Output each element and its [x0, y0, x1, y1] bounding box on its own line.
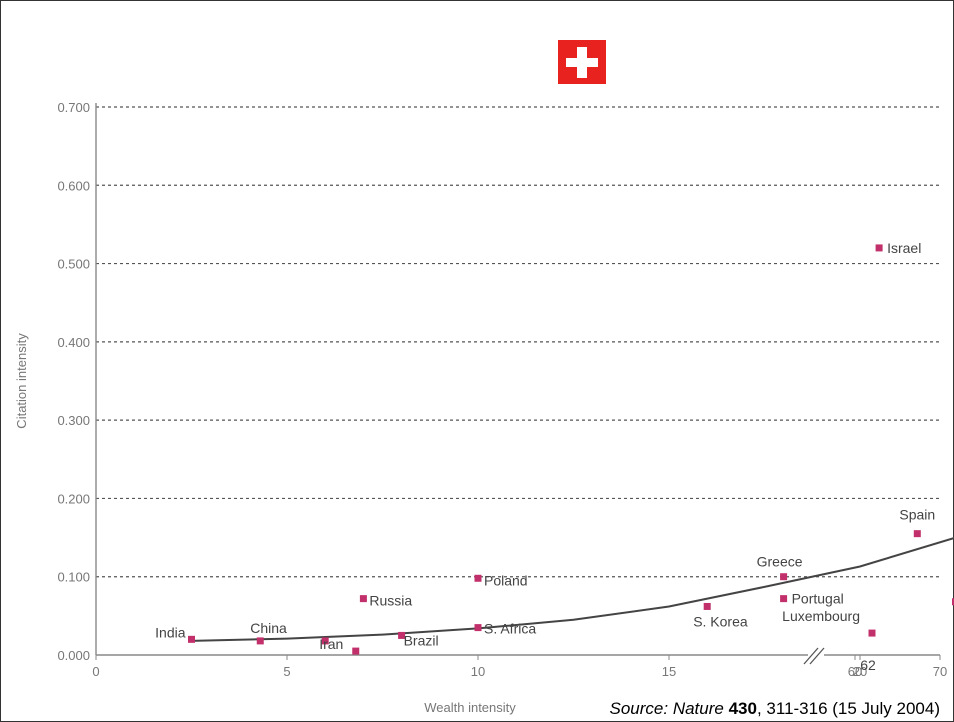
y-tick-label: 0.100 — [57, 570, 90, 585]
trend-line — [191, 537, 954, 642]
x-tick-label: 15 — [662, 664, 676, 679]
y-tick-label: 0.000 — [57, 648, 90, 663]
y-tick-label: 0.300 — [57, 413, 90, 428]
x-tick-label: 20 — [853, 664, 867, 679]
point-label: Brazil — [404, 632, 439, 648]
point-label: India — [155, 624, 186, 640]
data-point — [352, 647, 360, 655]
source-journal: Nature — [672, 699, 724, 718]
point-label: Israel — [887, 240, 921, 256]
x-tick-label: 0 — [92, 664, 99, 679]
data-point — [398, 631, 406, 639]
point-label: S. Africa — [484, 621, 536, 637]
point-label: China — [250, 620, 287, 636]
data-point — [913, 530, 921, 538]
point-label: Portugal — [792, 591, 844, 607]
point-label: Spain — [899, 507, 935, 523]
data-point — [359, 595, 367, 603]
point-label: Poland — [484, 572, 528, 588]
x-tick-label: 60 — [848, 664, 862, 679]
y-tick-label: 0.600 — [57, 178, 90, 193]
point-label: S. Korea — [693, 613, 748, 629]
data-point — [868, 629, 876, 637]
y-tick-label: 0.500 — [57, 257, 90, 272]
y-tick-label: 0.200 — [57, 491, 90, 506]
source-prefix: Source: — [609, 699, 673, 718]
data-point — [875, 244, 883, 252]
point-label: Iran — [319, 636, 343, 652]
x-axis-title: Wealth intensity — [424, 700, 516, 715]
source-pages: , 311-316 (15 July 2004) — [756, 699, 940, 718]
grid-layer — [96, 106, 940, 578]
x-tick-label: 5 — [283, 664, 290, 679]
axis-break-value: 62 — [860, 657, 876, 673]
source-note: Source: Nature 430, 311-316 (15 July 200… — [0, 699, 940, 719]
y-axis-title: Citation intensity — [14, 333, 29, 429]
axis-layer: 0.000 0.100 0.200 0.300 0.400 0.500 0.600 0.700… — [14, 100, 947, 715]
data-point — [703, 602, 711, 610]
swiss-flag-icon — [558, 40, 606, 84]
data-point — [321, 637, 329, 645]
labels-layer: SwitzerlandSwedenIsraelFinlandDenmarkNet… — [155, 240, 935, 673]
axis-break-mark — [809, 647, 825, 665]
x-tick-label: 70 — [933, 664, 947, 679]
x-tick-label: 10 — [471, 664, 485, 679]
data-point — [474, 574, 482, 582]
trend-layer — [191, 537, 954, 642]
point-label: Greece — [757, 554, 803, 570]
axis-break-mark — [803, 647, 819, 665]
y-tick-label: 0.700 — [57, 100, 90, 115]
point-label: Russia — [369, 593, 412, 609]
y-tick-label: 0.400 — [57, 335, 90, 350]
data-point — [474, 624, 482, 632]
data-point — [256, 637, 264, 645]
data-point — [780, 595, 788, 603]
data-point — [780, 573, 788, 581]
points-layer — [188, 244, 954, 655]
data-point — [188, 635, 195, 643]
source-volume: 430 — [728, 699, 757, 718]
data-point — [952, 598, 954, 606]
point-label: Luxembourg — [782, 608, 860, 624]
